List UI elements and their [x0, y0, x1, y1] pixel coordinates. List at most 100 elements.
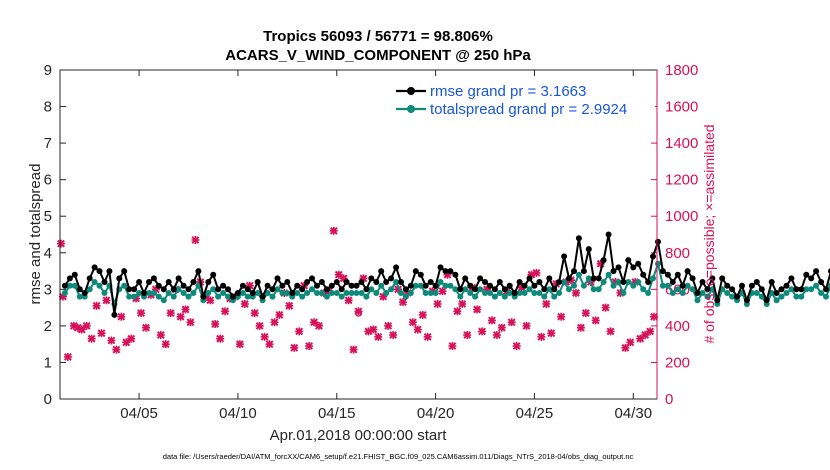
series-totalspread-point — [66, 282, 73, 289]
series-totalspread-point — [575, 271, 582, 278]
series-rmse-point — [239, 282, 246, 289]
series-rmse-point — [739, 282, 745, 289]
obs-assimilated-marker — [141, 323, 150, 332]
series-rmse-point — [714, 297, 721, 304]
series-rmse-point — [793, 286, 800, 293]
obs-assimilated-marker — [290, 343, 299, 352]
series-rmse-point — [743, 297, 750, 304]
series-totalspread-point — [640, 286, 647, 293]
series-rmse-point — [491, 286, 498, 293]
series-rmse-point — [170, 286, 177, 293]
series-rmse-point — [808, 275, 815, 282]
series-rmse-point — [150, 275, 157, 282]
series-totalspread-point — [244, 293, 251, 300]
y-axis-label-left: rmse and totalspread — [27, 164, 44, 305]
series-totalspread-point — [798, 293, 805, 300]
series-totalspread-point — [580, 282, 587, 289]
series-rmse-point — [758, 286, 765, 293]
obs-assimilated-marker — [571, 288, 580, 297]
obs-assimilated-marker — [97, 329, 106, 338]
obs-assimilated-marker — [82, 321, 91, 330]
series-rmse-point — [531, 282, 538, 289]
series-rmse-point — [304, 279, 311, 285]
right-y-ticks: 020040060080010001200140016001800 — [651, 62, 698, 408]
series-totalspread-point — [180, 290, 187, 296]
series-rmse-point — [363, 286, 370, 293]
obs-assimilated-marker — [369, 325, 378, 334]
series-totalspread-point — [477, 286, 484, 293]
series-rmse-point — [61, 282, 68, 289]
series-rmse-point — [679, 282, 686, 289]
series-rmse-point — [136, 279, 143, 285]
series-totalspread-point — [818, 290, 825, 296]
series-rmse-point — [348, 282, 355, 289]
legend: rmse grand pr = 3.1663 totalspread grand… — [393, 76, 655, 121]
footer-datafile: data file: /Users/raeder/DAI/ATM_forcXX/… — [163, 452, 634, 461]
series-rmse-point — [630, 264, 637, 271]
obs-assimilated-marker — [92, 301, 101, 310]
series-rmse-point — [437, 264, 444, 271]
obs-assimilated-marker — [235, 340, 244, 349]
y-axis-label-right: # of obs: o=possible; ×=assimilated — [701, 124, 717, 343]
series-totalspread-point — [333, 290, 340, 296]
series-rmse-point — [388, 275, 395, 282]
series-totalspread-point — [348, 290, 355, 296]
series-totalspread-point — [813, 282, 820, 289]
series-rmse-point — [220, 282, 227, 289]
obs-assimilated-marker — [458, 299, 467, 308]
series-totalspread-point — [452, 286, 459, 293]
series-totalspread-point — [753, 290, 760, 296]
series-totalspread-point — [803, 286, 810, 293]
series-totalspread-point — [788, 286, 795, 293]
series-rmse-point — [378, 268, 385, 275]
series-totalspread-point — [442, 282, 449, 289]
series-rmse-point — [729, 286, 736, 293]
series-totalspread-point — [437, 279, 444, 285]
series-lines — [61, 231, 830, 318]
series-rmse-point — [694, 290, 701, 296]
obs-assimilated-marker — [275, 310, 284, 319]
series-rmse-point — [393, 264, 400, 271]
series-totalspread-point — [388, 286, 395, 293]
obs-assimilated-marker — [576, 323, 585, 332]
series-rmse-point — [279, 282, 286, 289]
series-rmse-point — [595, 275, 602, 282]
series-rmse-point — [501, 286, 508, 293]
series-totalspread-point — [482, 290, 488, 296]
series-totalspread-point — [368, 286, 375, 293]
series-totalspread-point — [679, 290, 686, 296]
series-rmse-point — [610, 268, 617, 275]
series-rmse-point — [175, 275, 182, 282]
series-rmse-point — [487, 282, 493, 289]
series-totalspread-point — [126, 293, 133, 300]
series-rmse-point — [704, 286, 711, 293]
series-totalspread-point — [155, 293, 162, 300]
y-right-tick-label: 800 — [665, 245, 690, 262]
y-left-tick-label: 3 — [44, 281, 52, 298]
series-totalspread-point — [146, 290, 152, 296]
series-rmse-point — [254, 279, 261, 285]
series-totalspread-point — [417, 282, 424, 289]
series-totalspread-point — [768, 290, 775, 296]
obs-assimilated-marker — [478, 327, 487, 336]
series-rmse-point — [457, 286, 464, 293]
series-totalspread-point — [328, 290, 335, 296]
series-rmse-point — [402, 286, 409, 293]
series-rmse-point — [753, 279, 760, 285]
series-totalspread-point — [378, 282, 385, 289]
series-totalspread-point — [358, 290, 365, 296]
obs-assimilated-marker — [423, 332, 432, 341]
series-rmse-line — [64, 233, 830, 316]
series-totalspread-point — [338, 293, 345, 300]
series-totalspread-point — [541, 293, 548, 300]
obs-assimilated-marker — [206, 296, 215, 305]
series-rmse-point — [635, 260, 642, 267]
obs-assimilated-marker — [63, 352, 72, 361]
series-totalspread-point — [793, 293, 800, 300]
obs-assimilated-marker — [161, 340, 170, 349]
obs-assimilated-marker — [438, 287, 447, 296]
series-rmse-point — [674, 271, 681, 278]
obs-assimilated-marker — [557, 312, 566, 321]
series-rmse-point — [516, 279, 523, 285]
series-totalspread-point — [605, 271, 612, 278]
